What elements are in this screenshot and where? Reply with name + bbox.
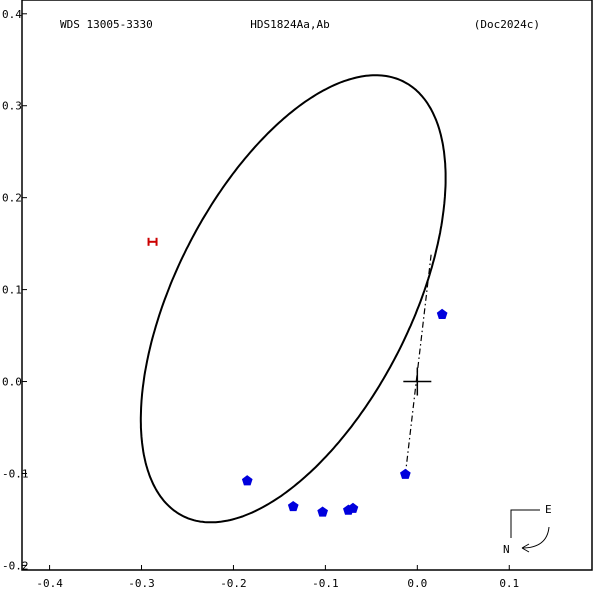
x-tick-label: -0.3 (128, 577, 155, 590)
red-error-marker (147, 237, 158, 246)
compass-arrow (521, 526, 550, 549)
observation-point (400, 468, 411, 479)
compass: E N (503, 503, 552, 556)
x-tick-label: -0.1 (312, 577, 339, 590)
y-tick-label: -0.1 (2, 467, 29, 480)
y-tick-label: 0.2 (2, 192, 22, 205)
primary-star-cross (403, 367, 432, 396)
x-axis-ticks: -0.4 -0.3 -0.2 -0.1 0.0 0.1 (36, 565, 519, 590)
compass-east-label: E (545, 503, 552, 516)
y-tick-label: 0.3 (2, 100, 22, 113)
title-left: WDS 13005-3330 (60, 18, 153, 31)
line-of-nodes (404, 254, 432, 475)
plot-frame (21, 0, 593, 571)
compass-arrow-head (521, 543, 530, 553)
x-tick-label: 0.0 (407, 577, 427, 590)
y-tick-label: 0.1 (2, 284, 22, 297)
x-tick-label: -0.4 (36, 577, 63, 590)
title-center: HDS1824Aa,Ab (250, 18, 329, 31)
x-tick-label: -0.2 (220, 577, 247, 590)
y-tick-label: -0.2 (2, 559, 29, 572)
y-tick-label: 0.4 (2, 8, 22, 21)
compass-north-label: N (503, 543, 510, 556)
observation-point (343, 504, 354, 515)
x-tick-label: 0.1 (499, 577, 519, 590)
observation-points (241, 308, 448, 517)
observation-point (436, 308, 448, 319)
y-tick-label: 0.0 (2, 376, 22, 389)
compass-arms (510, 509, 540, 538)
observation-point (317, 506, 328, 517)
y-axis-ticks: 0.4 0.3 0.2 0.1 0.0 -0.1 -0.2 (2, 8, 29, 573)
title-right: (Doc2024c) (474, 18, 540, 31)
observation-point (287, 500, 299, 512)
observation-point (241, 475, 253, 486)
orbit-ellipse (139, 74, 447, 524)
